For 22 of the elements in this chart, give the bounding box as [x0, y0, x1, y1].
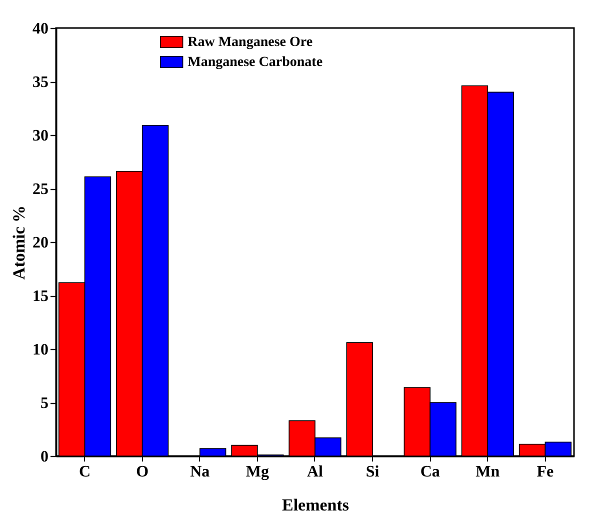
x-tick-label: Mn	[476, 464, 500, 480]
x-tick-label: Ca	[420, 464, 440, 480]
y-tick-label: 35	[32, 74, 48, 91]
x-tick-label: C	[78, 464, 91, 480]
legend-label: Raw Manganese Ore	[188, 35, 313, 50]
x-tick-label: O	[136, 464, 149, 480]
x-axis-title: Elements	[282, 496, 350, 514]
y-axis-title: Atomic %	[10, 205, 28, 280]
y-tick-label: 40	[32, 20, 48, 38]
x-tick-label: Al	[307, 464, 324, 480]
x-tick-label: Na	[190, 464, 210, 480]
x-tick-label: Si	[366, 464, 380, 480]
x-tick-label: Mg	[246, 464, 269, 480]
y-tick-label: 10	[32, 342, 48, 358]
x-tick-label: Fe	[536, 464, 554, 480]
legend-label: Manganese Carbonate	[188, 55, 323, 70]
y-tick-label: 25	[32, 181, 48, 198]
y-tick-label: 15	[32, 288, 48, 305]
y-tick-label: 30	[32, 128, 48, 144]
y-tick-label: 5	[40, 395, 48, 412]
y-tick-label: 0	[40, 448, 48, 466]
y-tick-label: 20	[32, 234, 48, 252]
